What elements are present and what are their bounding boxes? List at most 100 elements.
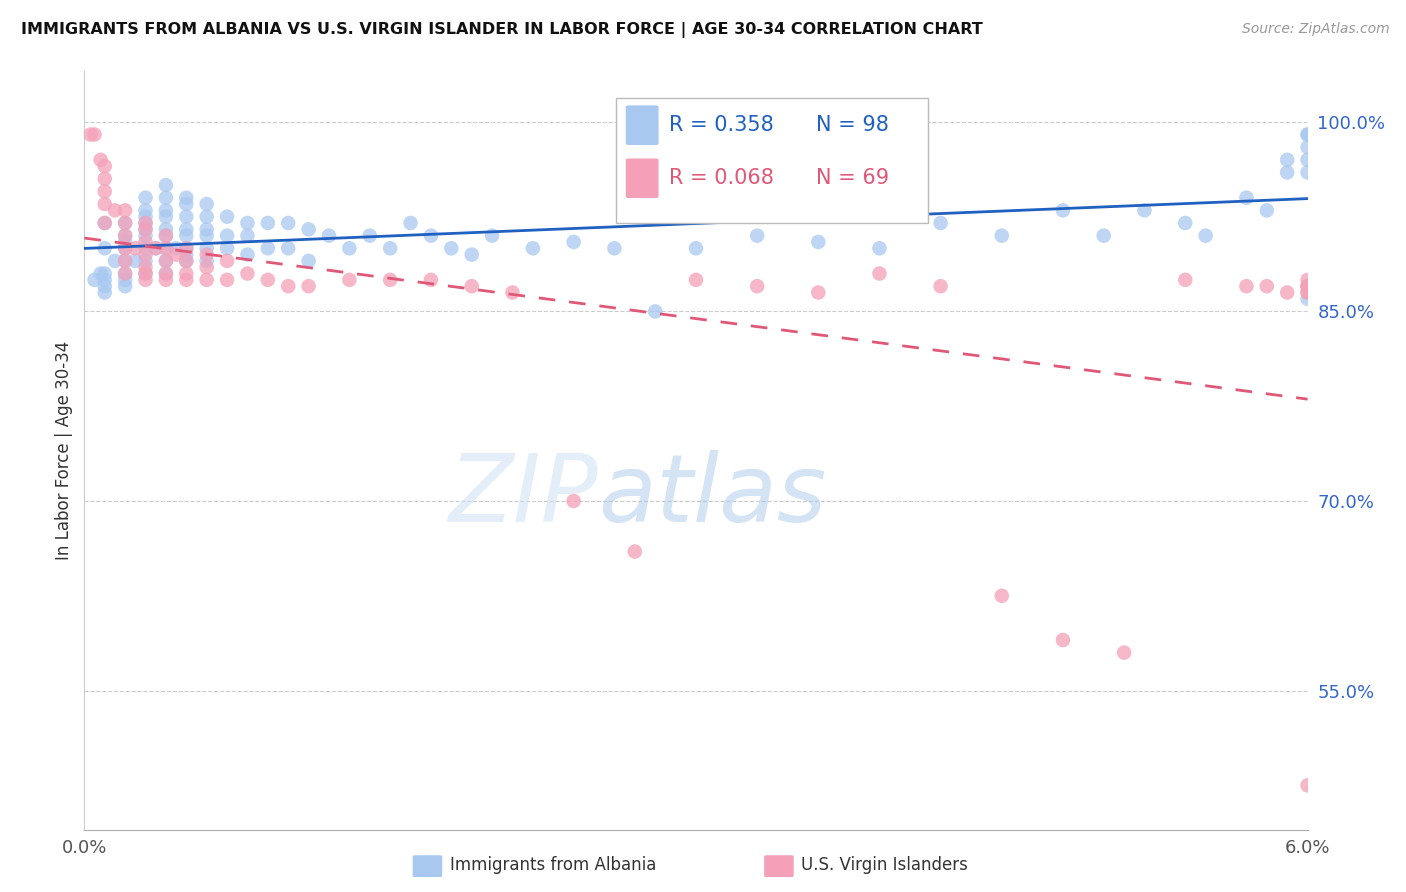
Point [1296,128,1319,142]
Point [399,216,422,230]
Text: Source: ZipAtlas.com: Source: ZipAtlas.com [1241,22,1389,37]
Point [104,203,127,218]
Text: atlas: atlas [598,450,827,541]
FancyBboxPatch shape [616,98,928,223]
Point [807,235,830,249]
Point [461,247,484,261]
Point [124,241,146,255]
Point [93,279,117,293]
Point [217,228,239,243]
Point [114,253,136,268]
Point [90,267,112,281]
Point [298,253,321,268]
Point [124,253,146,268]
Point [991,228,1014,243]
Point [236,216,259,230]
Text: R = 0.358: R = 0.358 [669,115,773,136]
Point [1296,279,1319,293]
Point [176,273,198,287]
Point [217,253,239,268]
Point [1277,153,1299,167]
Point [1236,191,1258,205]
Point [1256,279,1278,293]
Point [93,267,117,281]
Point [195,247,218,261]
Text: Immigrants from Albania: Immigrants from Albania [450,856,657,874]
Point [176,228,198,243]
Point [135,260,157,275]
Point [135,203,157,218]
Point [1296,285,1319,300]
Text: IMMIGRANTS FROM ALBANIA VS U.S. VIRGIN ISLANDER IN LABOR FORCE | AGE 30-34 CORRE: IMMIGRANTS FROM ALBANIA VS U.S. VIRGIN I… [21,22,983,38]
Point [1133,203,1156,218]
Point [339,241,361,255]
Point [1114,646,1136,660]
Point [1174,216,1197,230]
Point [155,273,177,287]
Point [176,222,198,236]
Point [93,241,117,255]
Point [176,253,198,268]
Point [195,260,218,275]
Point [217,210,239,224]
Point [114,279,136,293]
Point [869,241,891,255]
Point [176,191,198,205]
Point [155,191,177,205]
Point [155,267,177,281]
Point [176,210,198,224]
Point [104,253,127,268]
Text: N = 98: N = 98 [815,115,889,136]
Point [929,279,952,293]
Point [195,222,218,236]
Point [1052,633,1074,648]
Point [93,185,117,199]
Point [93,171,117,186]
Point [114,216,136,230]
Point [195,228,218,243]
Point [1296,279,1319,293]
Point [603,241,626,255]
Point [114,241,136,255]
Point [1174,273,1197,287]
Point [298,279,321,293]
Point [1195,228,1218,243]
Point [155,241,177,255]
Point [114,235,136,249]
Text: R = 0.068: R = 0.068 [669,169,773,188]
Point [236,247,259,261]
Point [176,267,198,281]
Point [380,241,402,255]
Point [155,241,177,255]
Point [562,494,585,508]
Point [114,267,136,281]
Point [420,273,443,287]
Point [685,241,707,255]
Point [1296,273,1319,287]
Point [562,235,585,249]
FancyBboxPatch shape [626,158,659,199]
Point [747,228,769,243]
Point [135,247,157,261]
Point [195,197,218,211]
Point [195,241,218,255]
Point [440,241,463,255]
Point [135,253,157,268]
Point [195,210,218,224]
Point [1277,165,1299,179]
Point [90,153,112,167]
Point [114,228,136,243]
Point [257,273,280,287]
Point [217,273,239,287]
Point [135,228,157,243]
Point [1296,165,1319,179]
Point [195,253,218,268]
Text: U.S. Virgin Islanders: U.S. Virgin Islanders [801,856,969,874]
Point [1277,285,1299,300]
Point [114,241,136,255]
Point [93,197,117,211]
Point [1296,778,1319,792]
Point [359,228,381,243]
Point [277,216,299,230]
Point [195,273,218,287]
